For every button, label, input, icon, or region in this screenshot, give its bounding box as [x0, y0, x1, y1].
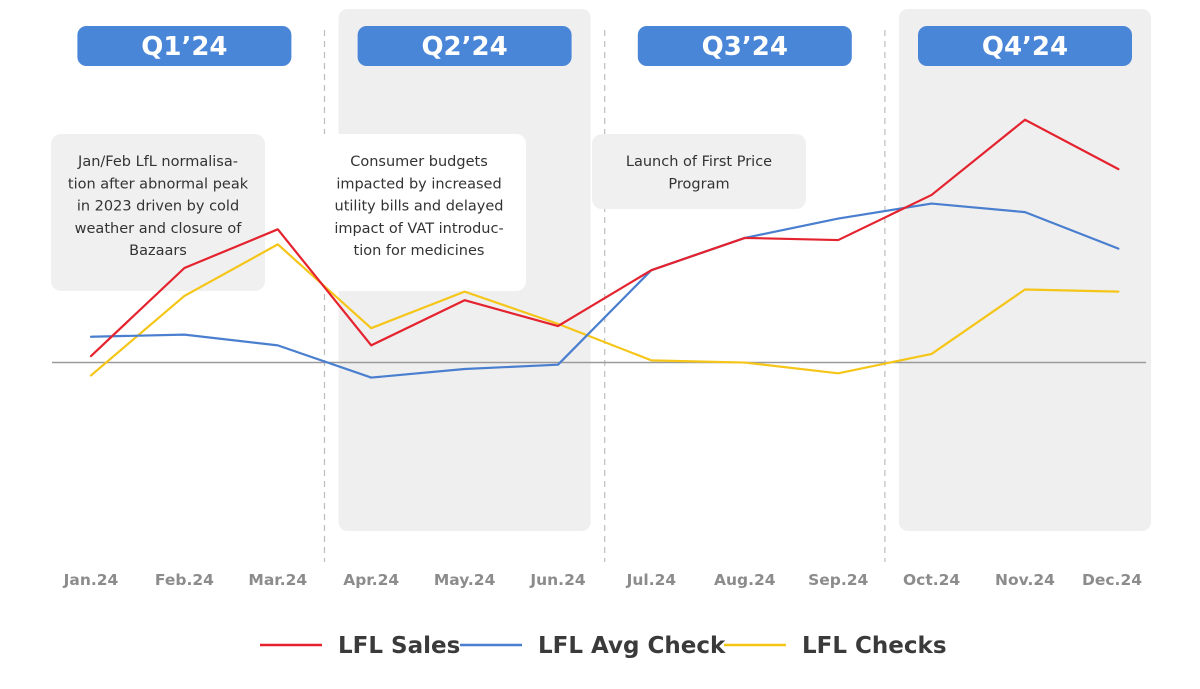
quarter-pill-q3-24 [637, 26, 852, 66]
quarter-note-line: utility bills and delayed [335, 199, 504, 215]
quarter-note-line: Program [668, 176, 729, 192]
series-lines [89, 118, 1120, 379]
quarter-pill-q1-24 [77, 26, 292, 66]
quarter-note-line: Launch of First Price [626, 154, 772, 170]
x-tick-label: Jul.24 [626, 571, 677, 589]
x-tick-label: Dec.24 [1082, 571, 1142, 589]
x-tick-label: May.24 [434, 571, 496, 589]
x-tick-label: Mar.24 [248, 571, 307, 589]
quarter-note-box-q1-24 [51, 134, 265, 291]
quarter-pill-q4-24 [918, 26, 1132, 66]
quarter-notes: Jan/Feb LfL normalisa-tion after abnorma… [51, 134, 806, 291]
legend: LFL Sales LFL Avg Check LFL Checks [260, 633, 947, 659]
quarter-note-box-q3-24 [592, 134, 806, 209]
quarter-label: Q1’24 [141, 32, 227, 62]
x-tick-label: Feb.24 [155, 571, 214, 589]
quarter-note-line: impact of VAT introduc- [334, 221, 503, 237]
series-line-lfl-checks [89, 243, 1120, 377]
quarter-note-line: in 2023 driven by cold [77, 199, 239, 215]
series-line-lfl-avg-check [89, 202, 1120, 379]
quarter-separators [323, 30, 886, 562]
x-tick-labels: Jan.24 Feb.24 Mar.24 Apr.24 May.24 Jun.24 Jul.… [63, 571, 1143, 589]
quarter-note-line: Jan/Feb LfL normalisa- [77, 154, 238, 170]
x-tick-label: Sep.24 [808, 571, 868, 589]
x-tick-label: Jan.24 [63, 571, 119, 589]
quarter-pill-q2-24 [357, 26, 572, 66]
quarter-label: Q2’24 [421, 32, 507, 62]
x-tick-label: Apr.24 [343, 571, 399, 589]
series-line-lfl-sales [89, 118, 1120, 358]
quarter-label: Q3’24 [702, 32, 788, 62]
quarter-note-line: tion after abnormal peak [68, 176, 249, 192]
legend-label-lfl-sales: LFL Sales [338, 633, 460, 659]
quarter-labels: Q1’24 Q2’24 Q3’24 Q4’24 [77, 26, 1132, 66]
quarter-note-line: weather and closure of [75, 221, 243, 237]
x-tick-label: Aug.24 [714, 571, 776, 589]
x-tick-label: Jun.24 [529, 571, 586, 589]
quarter-note-line: tion for medicines [354, 243, 485, 259]
x-tick-label: Oct.24 [903, 571, 960, 589]
legend-label-lfl-avg-check: LFL Avg Check [538, 633, 726, 659]
quarter-label: Q4’24 [982, 32, 1068, 62]
quarter-note-line: Bazaars [129, 243, 187, 259]
quarter-note-box-q2-24 [312, 134, 526, 291]
legend-label-lfl-checks: LFL Checks [802, 633, 947, 659]
quarter-note-line: Consumer budgets [350, 154, 488, 170]
quarter-shade-q4-24 [898, 9, 1152, 531]
x-tick-label: Nov.24 [995, 571, 1055, 589]
quarter-note-line: impacted by increased [336, 176, 501, 192]
